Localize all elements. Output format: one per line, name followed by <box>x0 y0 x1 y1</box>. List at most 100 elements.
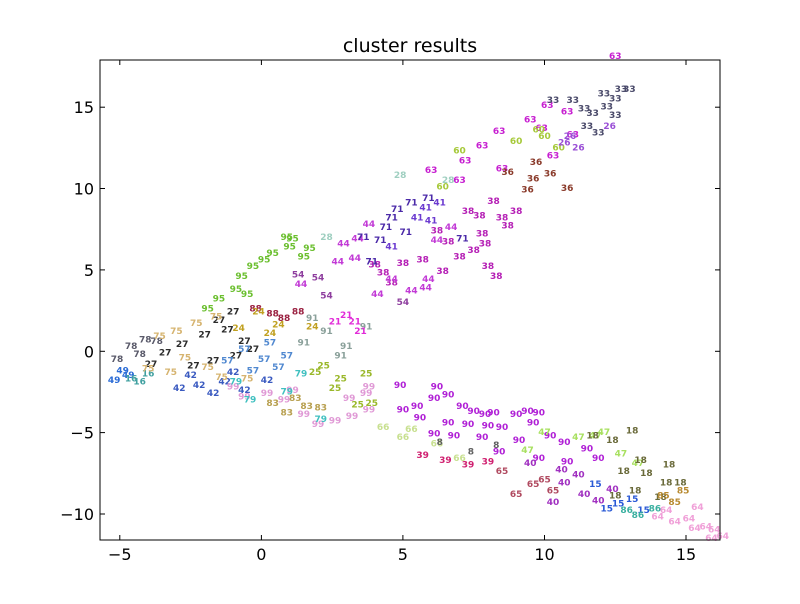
cluster-point-27: 27 <box>207 357 220 367</box>
cluster-point-90: 90 <box>513 436 526 446</box>
cluster-point-40: 40 <box>572 470 585 480</box>
cluster-point-36: 36 <box>561 184 574 194</box>
cluster-point-99: 99 <box>312 420 325 430</box>
cluster-point-99: 99 <box>343 394 356 404</box>
cluster-point-26: 26 <box>558 139 571 149</box>
cluster-point-86: 86 <box>649 505 662 515</box>
cluster-point-91: 91 <box>360 322 373 332</box>
cluster-point-42: 42 <box>261 376 274 386</box>
cluster-point-95: 95 <box>213 295 226 305</box>
cluster-point-42: 42 <box>207 389 220 399</box>
cluster-point-47: 47 <box>615 449 628 459</box>
cluster-point-8: 8 <box>437 438 443 448</box>
cluster-point-95: 95 <box>230 285 243 295</box>
cluster-point-75: 75 <box>153 332 166 342</box>
cluster-point-41: 41 <box>385 243 398 253</box>
cluster-point-99: 99 <box>363 383 376 393</box>
cluster-point-18: 18 <box>654 493 667 503</box>
cluster-point-95: 95 <box>201 304 214 314</box>
cluster-point-18: 18 <box>586 431 599 441</box>
cluster-point-99: 99 <box>227 383 240 393</box>
cluster-point-25: 25 <box>360 370 373 380</box>
cluster-point-57: 57 <box>264 339 277 349</box>
cluster-point-83: 83 <box>300 402 313 412</box>
cluster-point-27: 27 <box>176 340 189 350</box>
cluster-point-21: 21 <box>354 327 367 337</box>
cluster-point-26: 26 <box>564 132 577 142</box>
cluster-point-39: 39 <box>482 457 495 467</box>
cluster-point-90: 90 <box>397 405 410 415</box>
cluster-point-75: 75 <box>215 373 228 383</box>
cluster-point-95: 95 <box>281 233 294 243</box>
cluster-point-64: 64 <box>688 524 701 534</box>
cluster-point-63: 63 <box>425 166 438 176</box>
cluster-point-75: 75 <box>142 365 155 375</box>
cluster-point-28: 28 <box>442 176 455 186</box>
cluster-point-85: 85 <box>677 487 690 497</box>
cluster-point-71: 71 <box>422 194 435 204</box>
cluster-point-15: 15 <box>637 506 650 516</box>
cluster-point-66: 66 <box>405 425 418 435</box>
cluster-point-38: 38 <box>368 261 381 271</box>
cluster-point-39: 39 <box>439 456 452 466</box>
cluster-point-18: 18 <box>617 467 630 477</box>
cluster-point-44: 44 <box>385 275 398 285</box>
cluster-point-18: 18 <box>606 436 619 446</box>
cluster-point-90: 90 <box>482 422 495 432</box>
cluster-point-44: 44 <box>332 257 345 267</box>
cluster-point-40: 40 <box>578 490 591 500</box>
cluster-point-95: 95 <box>241 290 254 300</box>
cluster-point-71: 71 <box>391 205 404 215</box>
cluster-point-95: 95 <box>266 249 279 259</box>
cluster-point-21: 21 <box>329 318 342 328</box>
cluster-point-99: 99 <box>298 410 311 420</box>
cluster-point-18: 18 <box>634 456 647 466</box>
cluster-point-78: 78 <box>111 355 124 365</box>
cluster-point-40: 40 <box>547 498 560 508</box>
cluster-point-38: 38 <box>431 226 444 236</box>
cluster-point-27: 27 <box>145 360 158 370</box>
cluster-point-90: 90 <box>442 391 455 401</box>
cluster-point-54: 54 <box>320 291 333 301</box>
cluster-point-79: 79 <box>244 396 257 406</box>
cluster-point-15: 15 <box>601 505 614 515</box>
cluster-point-33: 33 <box>547 96 560 106</box>
cluster-point-16: 16 <box>133 378 146 388</box>
cluster-point-60: 60 <box>436 182 449 192</box>
cluster-point-86: 86 <box>620 506 633 516</box>
cluster-point-57: 57 <box>238 345 251 355</box>
cluster-point-71: 71 <box>380 223 393 233</box>
ticks-layer: −5 0 5 10 15 −10 −5 0 5 10 15 <box>60 60 720 564</box>
cluster-point-71: 71 <box>366 257 379 267</box>
cluster-point-71: 71 <box>405 199 418 209</box>
cluster-point-38: 38 <box>397 259 410 269</box>
cluster-point-71: 71 <box>400 228 413 238</box>
cluster-point-88: 88 <box>249 304 262 314</box>
cluster-point-90: 90 <box>533 409 546 419</box>
cluster-point-18: 18 <box>660 479 673 489</box>
cluster-point-64: 64 <box>705 534 718 544</box>
cluster-point-27: 27 <box>238 337 251 347</box>
cluster-point-57: 57 <box>221 357 234 367</box>
cluster-point-60: 60 <box>533 126 546 136</box>
cluster-point-25: 25 <box>309 368 322 378</box>
cluster-point-83: 83 <box>289 394 302 404</box>
cluster-point-28: 28 <box>394 171 407 181</box>
cluster-point-64: 64 <box>717 532 730 542</box>
cluster-point-36: 36 <box>521 186 534 196</box>
cluster-point-71: 71 <box>374 236 387 246</box>
cluster-point-79: 79 <box>315 415 328 425</box>
cluster-point-38: 38 <box>453 252 466 262</box>
cluster-point-75: 75 <box>165 368 178 378</box>
cluster-point-57: 57 <box>281 352 294 362</box>
cluster-point-47: 47 <box>598 428 611 438</box>
cluster-point-8: 8 <box>468 448 474 458</box>
cluster-point-33: 33 <box>586 109 599 119</box>
cluster-point-40: 40 <box>606 485 619 495</box>
cluster-point-40: 40 <box>558 479 571 489</box>
cluster-point-47: 47 <box>538 428 551 438</box>
cluster-point-99: 99 <box>261 389 274 399</box>
cluster-point-90: 90 <box>476 433 489 443</box>
x-tick-label: 5 <box>398 545 408 564</box>
x-tick-label: −5 <box>108 545 132 564</box>
